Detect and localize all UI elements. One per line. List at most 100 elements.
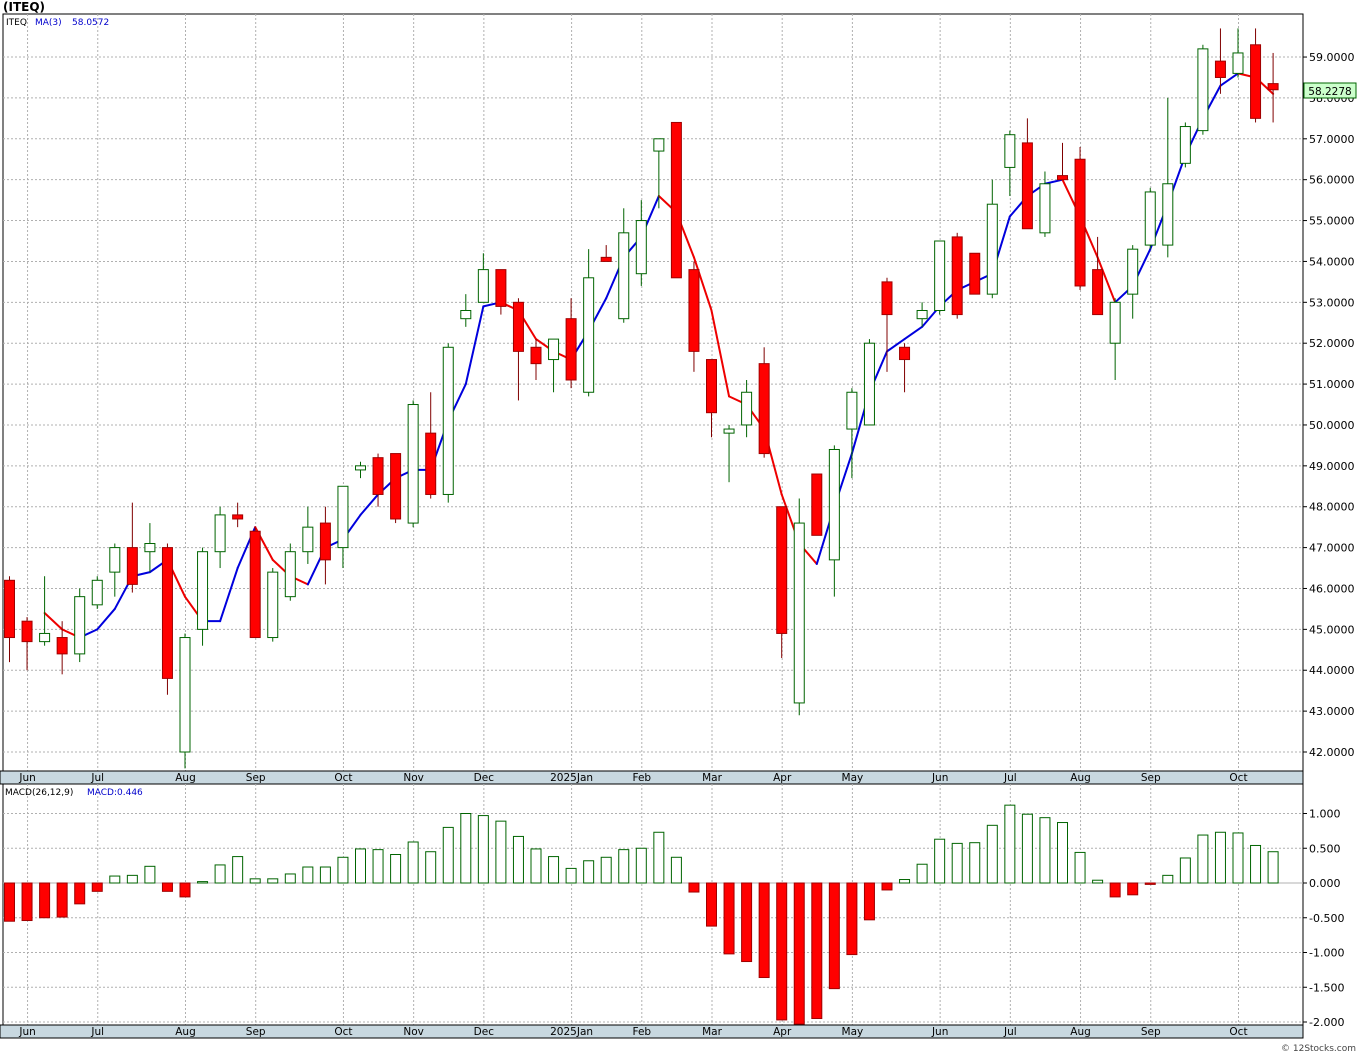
candle-body-up (793, 522, 805, 704)
price-x-label: Dec (474, 772, 495, 784)
price-tick-label: 55.0000 (1309, 215, 1355, 228)
macd-bar-positive (1214, 831, 1226, 884)
price-tick-label: 43.0000 (1309, 705, 1355, 718)
candle-body-up (1039, 183, 1051, 234)
macd-x-label: May (842, 1026, 864, 1038)
macd-bar-positive (969, 842, 981, 884)
macd-bar-positive (635, 847, 647, 884)
price-tick-label: 56.0000 (1309, 174, 1355, 187)
price-panel (2, 13, 1304, 772)
price-x-label: Apr (773, 772, 792, 784)
macd-value-label: MACD:0.446 (87, 788, 143, 798)
macd-bar-positive (232, 856, 244, 884)
price-tick-label: 51.0000 (1309, 378, 1355, 391)
candle-body-down (126, 547, 138, 585)
price-x-axis-labels: Jun Jul Aug Sep Oct Nov Dec 2025Jan Feb Mar Apr May… (18, 772, 1247, 784)
candle-body-down (951, 236, 963, 316)
macd-bar-positive (1057, 822, 1068, 884)
macd-bar-negative (846, 882, 858, 956)
candle-body-down (1057, 175, 1068, 181)
macd-bar-positive (460, 813, 472, 884)
candle-body-down (372, 457, 384, 495)
ma3-segment (1096, 256, 1117, 304)
macd-bar-positive (653, 831, 665, 884)
candle-body-up (863, 342, 875, 426)
ma3-segment (692, 256, 713, 312)
macd-bar-positive (126, 874, 138, 884)
macd-bar-negative (39, 882, 51, 919)
macd-bar-positive (495, 820, 507, 884)
candle-body-down (688, 269, 700, 352)
price-tick-label: 52.0000 (1309, 337, 1355, 350)
price-x-label: 2025Jan (550, 772, 593, 784)
macd-bar-positive (407, 841, 419, 884)
macd-bar-negative (723, 882, 735, 955)
candle-body-down (565, 318, 577, 381)
candle-body-up (144, 543, 156, 553)
macd-bar-positive (372, 849, 384, 884)
candle-body-up (1162, 183, 1174, 246)
candle-body-up (548, 338, 560, 361)
candle-body-down (319, 522, 331, 561)
macd-bar-negative (179, 882, 191, 898)
candle-body-down (1214, 60, 1226, 78)
macd-bar-negative (688, 882, 700, 893)
candle-body-up (1109, 301, 1121, 344)
candle-body-up (214, 514, 226, 553)
macd-bar-positive (214, 864, 226, 884)
candle-body-up (1197, 48, 1209, 132)
macd-x-label: Sep (246, 1026, 266, 1038)
macd-bar-positive (512, 835, 524, 884)
candle-body-down (758, 363, 770, 455)
price-tick-label: 49.0000 (1309, 460, 1355, 473)
macd-panel (2, 783, 1304, 1026)
ma3-segment (96, 607, 116, 631)
macd-bar-negative (793, 882, 805, 1025)
ma-value: 58.0572 (72, 18, 109, 28)
candle-body-up (653, 138, 665, 152)
ma3-segment (1219, 72, 1239, 87)
candle-body-down (600, 256, 612, 262)
macd-bar-positive (1039, 817, 1051, 884)
macd-bar-positive (477, 815, 489, 884)
ticker-label: ITEQ (6, 18, 27, 28)
ma3-segment (359, 493, 380, 516)
macd-bar-positive (319, 866, 331, 884)
macd-bar-positive (144, 865, 156, 884)
candle-body-up (1004, 134, 1016, 168)
macd-x-axis-band (0, 1024, 1304, 1039)
price-tick-label: 47.0000 (1309, 542, 1355, 555)
candle-body-up (477, 269, 489, 303)
candle-body-down (390, 453, 402, 520)
macd-bar-positive (600, 856, 612, 884)
macd-bar-positive (583, 860, 595, 884)
macd-x-label: Nov (403, 1026, 424, 1038)
candle-body-down (1074, 158, 1086, 287)
price-tick-label: 45.0000 (1309, 623, 1355, 636)
price-x-label: Mar (702, 772, 722, 784)
candle-body-up (267, 571, 279, 639)
candle-body-down (1092, 269, 1104, 316)
ma3-segment (43, 612, 64, 631)
candle-body-down (512, 301, 524, 352)
macd-tick-label: -0.500 (1309, 912, 1344, 925)
macd-bar-positive (442, 826, 454, 884)
ma3-segment (464, 305, 485, 386)
candle-body-up (618, 232, 630, 320)
macd-bar-positive (899, 879, 911, 884)
macd-tick-label: 0.500 (1309, 842, 1341, 855)
price-x-label: Oct (334, 772, 352, 784)
price-x-label: Sep (246, 772, 266, 784)
macd-axis-ticks: 1.000 0.500 0.000 -0.500 -1.000 -1.500 -2.000 (1303, 808, 1344, 1029)
macd-bar-negative (161, 882, 173, 892)
candle-body-up (407, 404, 419, 524)
macd-bar-positive (390, 854, 402, 884)
candle-body-up (109, 547, 121, 573)
candle-body-down (21, 620, 33, 643)
macd-bar-positive (1232, 832, 1244, 884)
macd-bar-positive (249, 878, 261, 884)
macd-bar-negative (706, 882, 717, 927)
macd-bar-positive (302, 866, 314, 884)
macd-x-label: Oct (334, 1026, 352, 1038)
candle-body-down (530, 346, 542, 365)
